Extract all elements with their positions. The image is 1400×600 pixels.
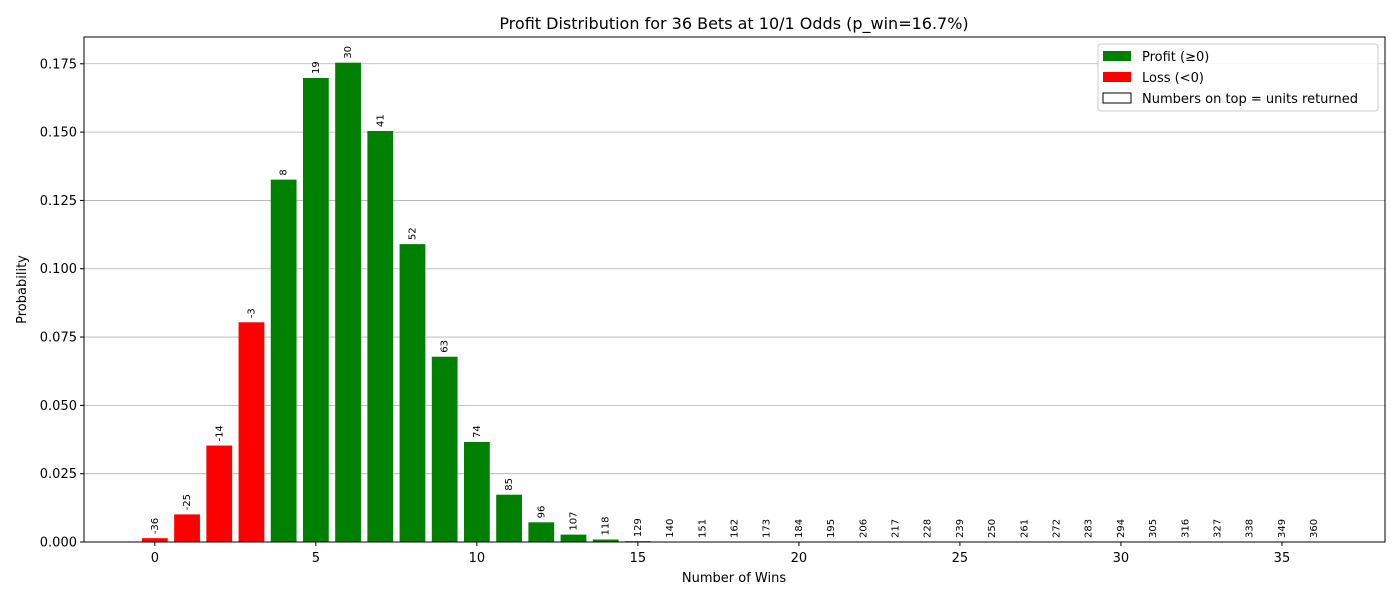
bar <box>302 77 329 542</box>
bar <box>528 522 555 542</box>
y-tick-label: 0.025 <box>40 467 77 482</box>
y-tick-label: 0.050 <box>40 399 77 414</box>
bar <box>270 179 297 542</box>
bar-value-label: 30 <box>343 46 354 59</box>
bar <box>560 534 587 542</box>
bar-value-label: 41 <box>375 114 386 127</box>
legend-box <box>1097 43 1379 112</box>
legend-label-note: Numbers on top = units returned <box>1142 92 1358 107</box>
bar-value-label: -36 <box>150 518 161 534</box>
bar <box>206 445 233 542</box>
x-axis: 0 5 10 15 20 25 30 35 <box>151 542 1291 566</box>
bar-value-label: 129 <box>633 518 644 537</box>
bar-value-label: 239 <box>955 519 966 538</box>
legend-swatch-profit <box>1103 51 1131 61</box>
x-tick-label: 30 <box>1113 551 1130 566</box>
bar-value-label: 107 <box>568 512 579 531</box>
y-tick-label: 0.000 <box>40 536 77 551</box>
x-tick-label: 0 <box>151 551 159 566</box>
bar-value-label: 118 <box>601 516 612 535</box>
bar-value-label: 96 <box>536 506 547 519</box>
bar-value-label: 184 <box>794 519 805 538</box>
y-axis: 0.000 0.025 0.050 0.075 0.100 0.125 0.150 0.175 <box>40 57 84 551</box>
y-tick-label: 0.125 <box>40 194 77 209</box>
bar-value-label: 173 <box>762 519 773 538</box>
x-tick-label: 5 <box>312 551 320 566</box>
legend-label-profit: Profit (≥0) <box>1142 50 1209 65</box>
bar <box>399 244 426 542</box>
bar <box>174 514 200 542</box>
x-axis-label: Number of Wins <box>682 571 786 586</box>
legend-swatch-note <box>1102 92 1132 104</box>
plot-frame <box>83 36 1386 543</box>
y-axis-label: Probability <box>15 255 30 324</box>
bar-value-label: -25 <box>182 494 193 510</box>
bar-value-label: 85 <box>504 478 515 491</box>
bar-value-label: 206 <box>858 519 869 538</box>
bar-value-label: 162 <box>730 519 741 538</box>
bar-value-label: 195 <box>826 519 837 538</box>
bar-value-label: 349 <box>1277 519 1288 538</box>
bar-value-label: 294 <box>1116 519 1127 538</box>
legend-label-loss: Loss (<0) <box>1142 71 1204 86</box>
bar-value-label: 228 <box>923 519 934 538</box>
bar-value-label: 305 <box>1148 519 1159 538</box>
bar-value-label: 316 <box>1180 519 1191 538</box>
x-tick-label: 10 <box>469 551 486 566</box>
x-tick-label: 20 <box>791 551 808 566</box>
bar-value-label: 63 <box>440 340 451 353</box>
bar <box>335 62 361 543</box>
bar <box>431 356 458 542</box>
bar-value-label: 338 <box>1245 519 1256 538</box>
bar-value-label: 151 <box>697 519 708 538</box>
bar <box>141 538 168 542</box>
bar-value-label: 283 <box>1084 519 1095 538</box>
bar <box>592 539 619 542</box>
bar <box>238 322 265 542</box>
bar-value-label: 272 <box>1052 519 1063 538</box>
x-tick-label: 15 <box>630 551 647 566</box>
bar-value-label: 261 <box>1019 519 1030 538</box>
bar <box>463 441 490 542</box>
chart-title: Profit Distribution for 36 Bets at 10/1 … <box>499 14 968 34</box>
y-tick-label: 0.100 <box>40 262 77 277</box>
y-tick-label: 0.150 <box>40 126 77 141</box>
legend: Profit (≥0) Loss (<0) Numbers on top = u… <box>1097 43 1379 112</box>
bar <box>496 494 522 542</box>
bar-value-label: 52 <box>407 227 418 240</box>
x-tick-label: 35 <box>1274 551 1291 566</box>
x-tick-label: 25 <box>952 551 969 566</box>
y-tick-label: 0.075 <box>40 331 77 346</box>
bar-value-label: 250 <box>987 519 998 538</box>
bar-value-label: 74 <box>472 425 483 438</box>
bar-value-label: 19 <box>311 61 322 74</box>
bars <box>141 62 780 543</box>
bar-value-label: -14 <box>214 425 225 441</box>
y-gridlines <box>84 63 1385 543</box>
bar <box>367 131 394 542</box>
y-tick-label: 0.175 <box>40 57 77 72</box>
bar-labels: -36 -25 -14 -3 8 19 30 41 52 63 74 85 96 107 118 129 140… <box>150 46 1320 538</box>
bar-value-label: 140 <box>665 519 676 538</box>
bar-value-label: 217 <box>891 519 902 538</box>
bar-value-label: 8 <box>279 169 290 175</box>
bar-value-label: 327 <box>1213 519 1224 538</box>
bar-value-label: -3 <box>246 308 257 318</box>
bar-value-label: 360 <box>1309 519 1320 538</box>
legend-swatch-loss <box>1103 72 1131 82</box>
